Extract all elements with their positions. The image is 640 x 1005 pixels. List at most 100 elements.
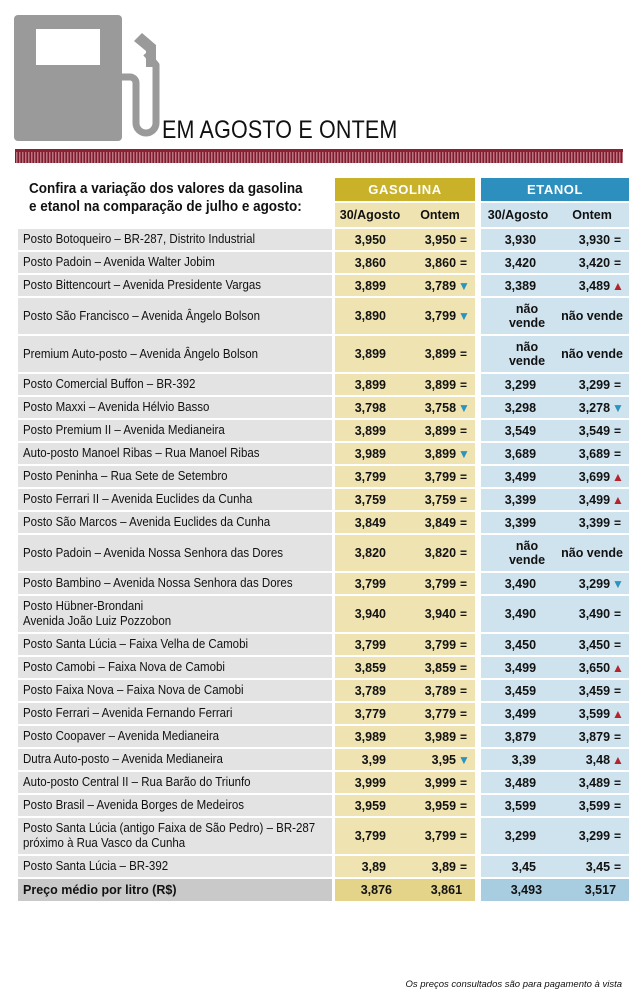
table-row: Posto Comercial Buffon – BR-392 3,899 3,89… bbox=[18, 374, 630, 395]
price-value: 3,899 bbox=[424, 347, 457, 361]
price-value: 3,499 bbox=[504, 660, 537, 675]
table-row: Posto Bambino – Avenida Nossa Senhora da… bbox=[18, 573, 630, 594]
price-g2: 3,940 = bbox=[405, 596, 476, 632]
unchanged-icon: = bbox=[460, 423, 468, 438]
price-e1: 3,299 bbox=[481, 818, 556, 854]
unchanged-icon: = bbox=[614, 607, 622, 621]
table-row: Auto-posto Central II – Rua Barão do Tri… bbox=[18, 772, 630, 793]
price-e1: 3,879 bbox=[481, 726, 556, 747]
price-value: 3,599 bbox=[504, 798, 537, 813]
price-g2: 3,899 = bbox=[405, 374, 476, 395]
station-name: Posto Hübner-Brondani Avenida João Luiz P… bbox=[18, 596, 332, 632]
price-g1: 3,789 bbox=[335, 680, 405, 701]
price-g1: 3,820 bbox=[335, 535, 405, 571]
price-value: 3,599 bbox=[578, 706, 611, 721]
price-value: 3,779 bbox=[424, 706, 457, 721]
price-value: 3,930 bbox=[578, 232, 611, 247]
unchanged-icon: = bbox=[460, 859, 468, 874]
price-value: 3,860 bbox=[354, 255, 386, 270]
price-g2: 3,989 = bbox=[405, 726, 476, 747]
price-value: 3,789 bbox=[424, 683, 457, 698]
station-name-line: Posto Camobi – Faixa Nova de Camobi bbox=[23, 660, 225, 674]
unchanged-icon: = bbox=[460, 492, 468, 507]
price-g2: 3,999 = bbox=[405, 772, 476, 793]
station-name: Posto São Marcos – Avenida Euclides da C… bbox=[18, 512, 332, 533]
price-g1: 3,89 bbox=[335, 856, 405, 877]
station-name-line: Posto Padoin – Avenida Nossa Senhora das… bbox=[23, 545, 283, 560]
table-row: Posto São Marcos – Avenida Euclides da C… bbox=[18, 512, 630, 533]
price-value: 3,779 bbox=[354, 706, 386, 721]
price-e2: 3,459 = bbox=[555, 680, 630, 701]
fuel-pump-icon bbox=[14, 15, 160, 141]
price-e1: 3,399 bbox=[481, 512, 556, 533]
station-name-line: Posto Premium II – Avenida Medianeira bbox=[23, 423, 225, 437]
table-row: Posto Camobi – Faixa Nova de Camobi 3,859… bbox=[18, 657, 630, 678]
average-eta-30-agosto: 3,493 bbox=[481, 879, 556, 901]
price-value: 3,859 bbox=[354, 660, 386, 675]
price-e2: 3,489 = bbox=[555, 772, 630, 793]
unchanged-icon: = bbox=[614, 377, 622, 392]
price-g1: 3,899 bbox=[335, 336, 405, 372]
price-e2: 3,650 ▲ bbox=[555, 657, 630, 678]
price-value: 3,399 bbox=[504, 492, 537, 507]
table-row: Posto Coopaver – Avenida Medianeira 3,989… bbox=[18, 726, 630, 747]
unchanged-icon: = bbox=[460, 347, 468, 361]
price-e1: 3,459 bbox=[481, 680, 556, 701]
price-g1: 3,798 bbox=[335, 397, 405, 418]
decrease-icon: ▼ bbox=[458, 446, 470, 461]
price-value: 3,89 bbox=[361, 859, 386, 874]
table-row: Posto Santa Lúcia (antigo Faixa de São P… bbox=[18, 818, 630, 854]
price-e2: 3,48 ▲ bbox=[555, 749, 630, 770]
decrease-icon: ▼ bbox=[458, 309, 470, 323]
price-g2: 3,899 = bbox=[405, 336, 476, 372]
price-g2: 3,859 = bbox=[405, 657, 476, 678]
price-e1: 3,930 bbox=[481, 229, 556, 250]
station-name: Posto Coopaver – Avenida Medianeira bbox=[18, 726, 332, 747]
unchanged-icon: = bbox=[614, 859, 622, 874]
station-name-line: Posto Peninha – Rua Sete de Setembro bbox=[23, 469, 228, 483]
table-row: Posto Ferrari – Avenida Fernando Ferrari… bbox=[18, 703, 630, 724]
station-name: Posto Santa Lúcia – BR-392 bbox=[18, 856, 332, 877]
price-g1: 3,799 bbox=[335, 634, 405, 655]
price-value: 3,989 bbox=[354, 446, 386, 461]
price-value: 3,420 bbox=[578, 255, 611, 270]
unchanged-icon: = bbox=[614, 829, 622, 843]
etanol-header: ETANOL bbox=[481, 178, 630, 201]
unchanged-icon: = bbox=[614, 232, 622, 247]
unchanged-icon: = bbox=[460, 255, 468, 270]
col-gas-ontem: Ontem bbox=[405, 203, 476, 227]
price-value: 3,399 bbox=[504, 515, 537, 530]
price-g2: 3,758 ▼ bbox=[405, 397, 476, 418]
station-name: Posto Botoqueiro – BR-287, Distrito Indu… bbox=[18, 229, 332, 250]
price-value: 3,489 bbox=[504, 775, 537, 790]
table-row: Posto Brasil – Avenida Borges de Medeiro… bbox=[18, 795, 630, 816]
station-name-line: Posto Comercial Buffon – BR-392 bbox=[23, 377, 196, 391]
price-g1: 3,99 bbox=[335, 749, 405, 770]
price-e2: não vende bbox=[555, 535, 630, 571]
price-g2: 3,799 = bbox=[405, 573, 476, 594]
station-name: Posto Santa Lúcia – Faixa Velha de Camob… bbox=[18, 634, 332, 655]
price-e2: 3,278 ▼ bbox=[555, 397, 630, 418]
page-title: EM AGOSTO E ONTEM bbox=[162, 116, 398, 144]
price-value: 3,789 bbox=[354, 683, 386, 698]
price-value: 3,879 bbox=[578, 729, 611, 744]
price-value: 3,278 bbox=[578, 400, 611, 415]
price-value: 3,599 bbox=[578, 798, 611, 813]
price-value: 3,989 bbox=[424, 729, 457, 744]
price-g1: 3,940 bbox=[335, 596, 405, 632]
price-value: 3,399 bbox=[578, 515, 611, 530]
price-value: 3,689 bbox=[578, 446, 611, 461]
table-row: Posto Botoqueiro – BR-287, Distrito Indu… bbox=[18, 229, 630, 250]
station-name: Posto Maxxi – Avenida Hélvio Basso bbox=[18, 397, 332, 418]
price-e2: 3,399 = bbox=[555, 512, 630, 533]
station-name-line: Posto Santa Lúcia (antigo Faixa de São P… bbox=[23, 821, 316, 835]
unchanged-icon: = bbox=[614, 446, 622, 461]
price-g2: 3,95 ▼ bbox=[405, 749, 476, 770]
station-name: Posto Ferrari II – Avenida Euclides da C… bbox=[18, 489, 332, 510]
station-name-line: Posto Ferrari – Avenida Fernando Ferrari bbox=[23, 706, 233, 720]
price-value: 3,930 bbox=[504, 232, 537, 247]
unchanged-icon: = bbox=[614, 423, 622, 438]
price-g1: 3,759 bbox=[335, 489, 405, 510]
price-value: 3,699 bbox=[578, 469, 611, 484]
station-name-line: Posto Bambino – Avenida Nossa Senhora da… bbox=[23, 576, 293, 590]
